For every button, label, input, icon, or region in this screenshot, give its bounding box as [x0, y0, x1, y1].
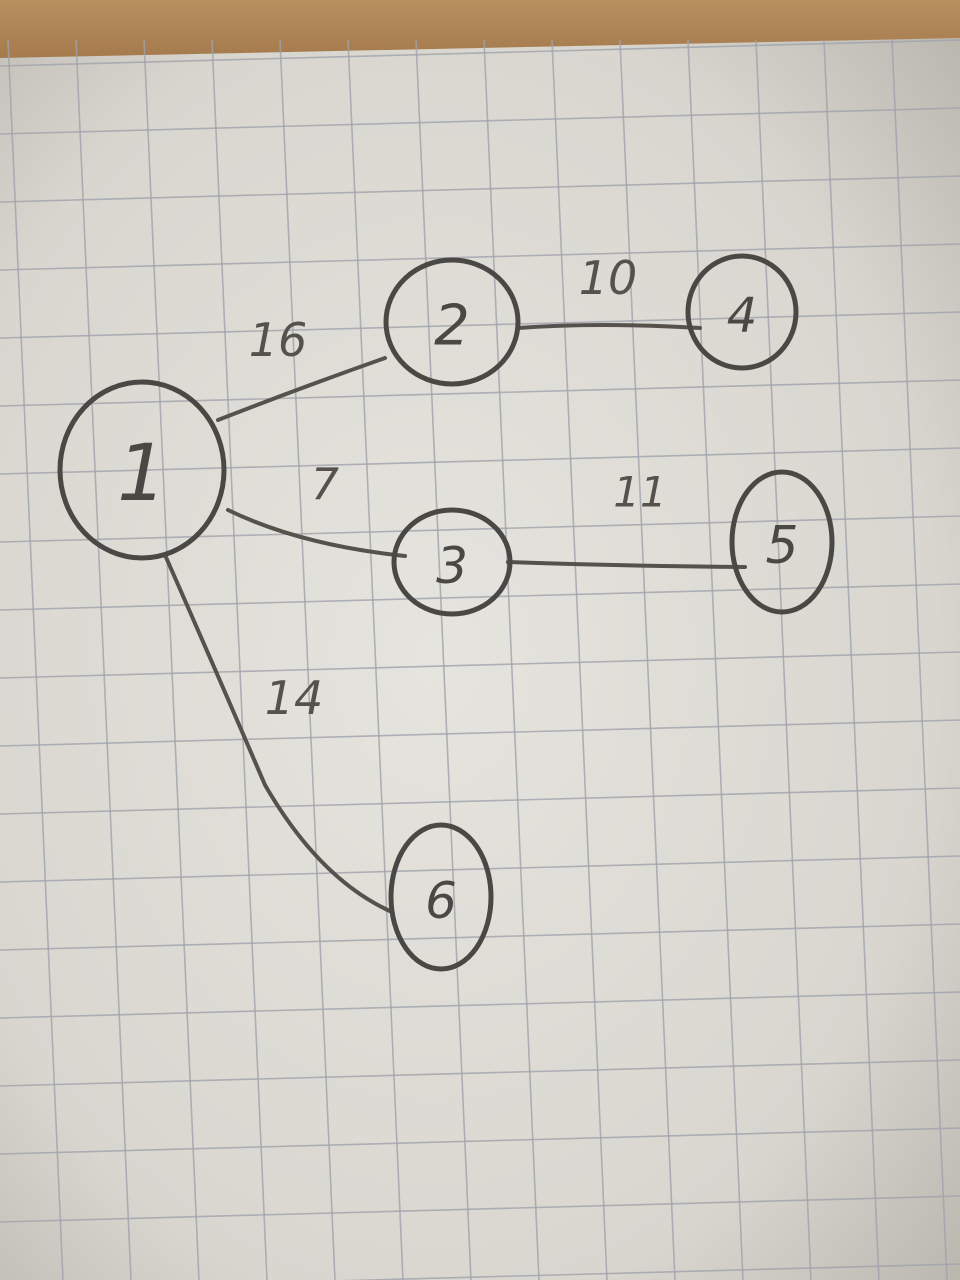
edge-weight-1-6: 14 [265, 671, 324, 725]
node-4-label: 4 [727, 288, 758, 344]
grid-vertical-line [143, 39, 200, 1280]
grid-horizontal-line [0, 651, 960, 679]
grid-horizontal-line [0, 39, 960, 67]
node-4-circle [685, 253, 799, 371]
node-3-circle [391, 507, 513, 617]
edge-1-2 [216, 356, 387, 422]
grid-horizontal-line [0, 311, 960, 339]
grid-horizontal-line [0, 787, 960, 815]
grid-horizontal-line [0, 379, 960, 407]
grid-vertical-line [755, 39, 812, 1280]
grid-vertical-line [483, 39, 540, 1280]
node-2-circle [383, 257, 521, 387]
nodes-layer: 1 2 3 4 5 6 [57, 253, 835, 972]
grid-vertical-line [75, 39, 132, 1280]
edge-2-4 [516, 323, 702, 330]
grid-vertical-line [891, 39, 948, 1280]
node-1-circle [57, 379, 227, 561]
grid-horizontal-line [0, 719, 960, 747]
node-2-label: 2 [434, 294, 470, 359]
node-1-label: 1 [117, 429, 167, 519]
edge-1-3 [226, 508, 407, 558]
grid-horizontal-line [0, 515, 960, 543]
node-5-label: 5 [765, 516, 798, 576]
node-6-circle [388, 822, 494, 972]
grid-horizontal-line [0, 243, 960, 271]
grid-horizontal-line [339, 1263, 960, 1280]
grid-vertical-line [7, 39, 64, 1280]
edge-weight-3-5: 11 [613, 468, 666, 517]
paper-sheet [0, 38, 960, 1280]
grid-horizontal-line [0, 175, 960, 203]
grid-horizontal-line [0, 107, 960, 135]
grid-horizontal-line [0, 1195, 960, 1223]
edge-weight-1-2: 16 [249, 313, 308, 367]
grid-horizontal-line [0, 855, 960, 883]
node-6-label: 6 [425, 872, 457, 930]
grid-vertical-line [347, 39, 404, 1280]
grid-horizontal-line [0, 1059, 960, 1087]
grid-vertical-line [687, 39, 744, 1280]
node-3-label: 3 [436, 537, 468, 595]
grid-vertical-line [279, 39, 336, 1280]
edge-1-6 [163, 553, 394, 914]
node-5-circle [729, 469, 835, 615]
grid-horizontal-line [0, 991, 960, 1019]
grid-vertical-line [211, 39, 268, 1280]
edge-3-5 [506, 560, 747, 569]
grid-horizontal-line [0, 583, 960, 611]
grid-lines [0, 39, 960, 1280]
grid-vertical-line [551, 39, 608, 1280]
edge-weight-2-4: 10 [579, 251, 638, 305]
edges-layer: 16 7 14 10 11 [163, 251, 747, 914]
grid-horizontal-line [0, 1127, 960, 1155]
grid-horizontal-line [0, 447, 960, 475]
edge-weight-1-3: 7 [311, 460, 339, 511]
